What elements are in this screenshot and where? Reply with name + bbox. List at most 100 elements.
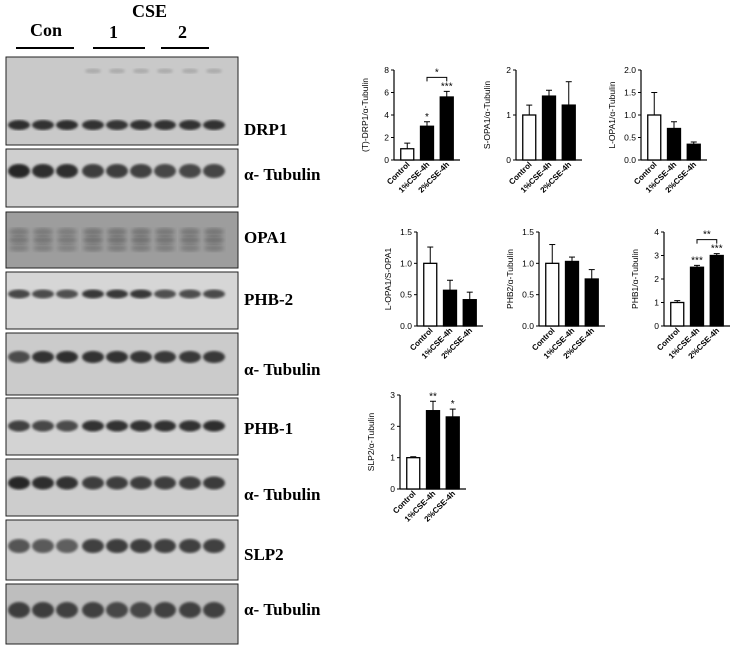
y-tick-label: 1.5 [400,227,412,237]
y-tick-label: 0.0 [400,321,412,331]
bar [564,260,580,327]
blot-label: α- Tubulin [244,165,321,184]
blot-strip [5,458,239,517]
blot-strip [5,583,239,645]
y-tick-label: 1 [506,110,511,120]
blot-label: α- Tubulin [244,600,321,619]
y-axis-label: SLP2/α-Tubulin [366,412,376,471]
y-axis-label: L-OPA1/α-Tubulin [607,81,617,149]
group-underline-2 [161,47,209,49]
y-tick-label: 2 [384,133,389,143]
y-axis-label: L-OPA1/S-OPA1 [383,247,393,310]
y-tick-label: 1.0 [400,258,412,268]
y-tick-label: 1.0 [522,258,534,268]
significance-marker: *** [691,255,703,266]
significance-bracket [696,239,718,244]
bar-chart: 01234PHB1/α-TubulinControl***1%CSE-4h***… [630,227,730,361]
bar [561,104,576,161]
group-label-con: Con [30,20,63,40]
bar [522,114,537,161]
y-tick-label: 0.5 [400,290,412,300]
western-blot-panel: CSE Con 1 2 DRP1 α- Tubulin OPA1 PHB-2 α- Tu… [0,0,340,646]
group-label-1: 1 [109,22,118,42]
y-tick-label: 0.5 [624,133,636,143]
significance-marker: *** [711,244,723,255]
blot-strip [5,397,239,456]
bar [670,301,685,327]
bar-chart: 012S-OPA1/α-TubulinControl1%CSE-4h2%CSE-… [482,65,582,195]
bar [445,416,460,490]
blot-images [5,56,239,645]
y-axis-label: PHB2/α-Tubulin [505,249,515,309]
bar [545,262,560,327]
blot-strip [5,56,239,146]
y-tick-label: 4 [384,110,389,120]
blot-strip [5,332,239,396]
significance-marker: * [425,112,429,123]
bar [406,457,421,490]
blot-label: OPA1 [244,228,288,247]
bar [423,262,438,327]
bar [425,410,441,490]
y-tick-label: 1 [654,298,659,308]
y-tick-label: 4 [654,227,659,237]
bar-chart: 02468(T)-DRP1/α-TubulinControl*1%CSE-4h*… [360,65,460,195]
y-tick-label: 0 [390,484,395,494]
cse-header: CSE [132,1,168,21]
significance-marker: ** [429,391,437,402]
significance-marker: *** [441,81,453,92]
y-tick-label: 1 [390,453,395,463]
y-tick-label: 1.5 [624,88,636,98]
blot-label: PHB-1 [244,419,294,438]
blot-label: DRP1 [244,120,288,139]
bar [442,289,458,327]
y-tick-label: 0.5 [522,290,534,300]
bar [709,254,724,327]
bar-chart: 0.00.51.01.5L-OPA1/S-OPA1Control1%CSE-4h… [383,227,483,361]
y-tick-label: 0 [384,155,389,165]
bar [462,299,477,327]
bar [689,266,705,327]
y-tick-label: 2 [506,65,511,75]
y-axis-label: PHB1/α-Tubulin [630,249,640,309]
bar [541,95,557,161]
bar [686,143,701,161]
blot-strip [5,148,239,208]
blot-strip [5,271,239,330]
y-tick-label: 0 [506,155,511,165]
group-underline-1 [93,47,145,49]
y-tick-label: 1.0 [624,110,636,120]
bar [419,125,435,161]
blot-label: SLP2 [244,545,284,564]
y-tick-label: 2.0 [624,65,636,75]
y-tick-label: 0.0 [522,321,534,331]
bar [400,148,415,161]
y-tick-label: 3 [654,251,659,261]
bar [439,96,454,161]
bar-chart: 0123SLP2/α-TubulinControl**1%CSE-4h*2%CS… [366,390,466,524]
y-tick-label: 2 [390,421,395,431]
bar [584,278,599,327]
bar-chart: 0.00.51.01.52.0L-OPA1/α-TubulinControl1%… [607,65,707,195]
y-tick-label: 0.0 [624,155,636,165]
y-tick-label: 2 [654,274,659,284]
bar [666,127,682,161]
y-tick-label: 1.5 [522,227,534,237]
y-tick-label: 0 [654,321,659,331]
significance-bracket [426,76,448,82]
bar [647,114,662,161]
quantification-charts: 0 2 4 6 8 (T)-DRP1/α-Tubulin Control * 1%CSE-4h *… [340,0,740,646]
group-underline-con [16,47,74,49]
bar-charts: 02468(T)-DRP1/α-TubulinControl*1%CSE-4h*… [360,65,730,524]
y-tick-label: 8 [384,65,389,75]
bar-chart: 0.00.51.01.5PHB2/α-TubulinControl1%CSE-4… [505,227,605,361]
blot-label: PHB-2 [244,290,294,309]
y-axis-label: S-OPA1/α-Tubulin [482,81,492,149]
blot-strip [5,519,239,581]
bracket-label: * [435,67,439,78]
y-axis-label: (T)-DRP1/α-Tubulin [360,78,370,152]
y-tick-label: 3 [390,390,395,400]
y-tick-label: 6 [384,88,389,98]
group-label-2: 2 [178,22,187,42]
blot-label: α- Tubulin [244,360,321,379]
